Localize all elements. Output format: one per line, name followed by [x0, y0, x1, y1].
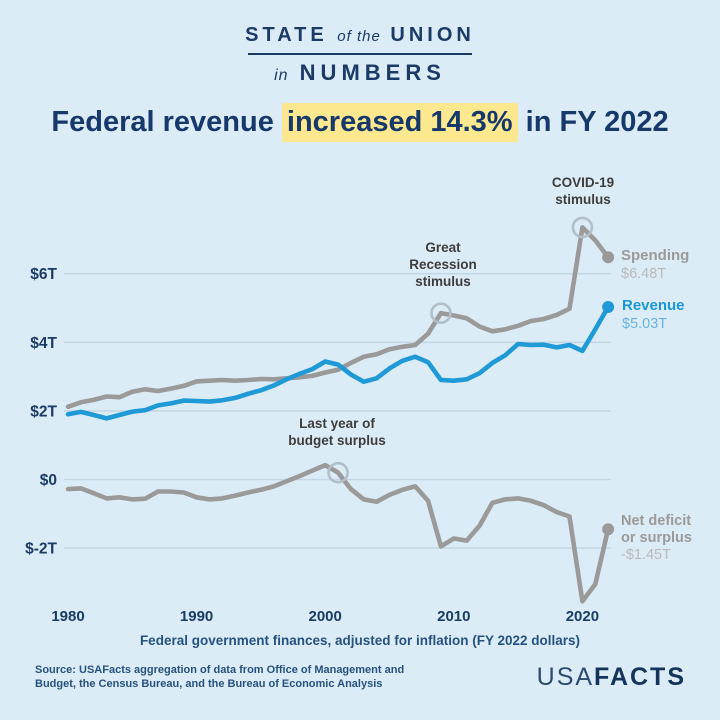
logo-facts: FACTS [594, 663, 686, 691]
headline-prefix: Federal revenue [51, 106, 282, 138]
annotation-covid-line1: COVID-19 [551, 175, 615, 190]
annotation-budget-surplus: Last year of budget surplus [257, 415, 417, 449]
y-tick-label: $6T [30, 266, 57, 283]
masthead-ofthe: of the [337, 28, 381, 45]
spending-label-name: Spending [621, 247, 690, 264]
masthead: STATE of the UNION in NUMBERS [0, 24, 720, 86]
deficit-label-line2: or surplus [621, 530, 692, 546]
deficit-label-line1: Net deficit [621, 513, 692, 529]
y-tick-label: $4T [30, 335, 57, 352]
x-tick-label-1980: 1980 [51, 608, 84, 625]
deficit-end-label: Net deficit or surplus -$1.45T [621, 513, 692, 564]
masthead-state: STATE [245, 24, 328, 46]
annotation-great-recession: Great Recession stimulus [383, 239, 503, 290]
annotation-covid-stimulus: COVID-19 stimulus [523, 174, 643, 208]
annotation-gr-line3: stimulus [415, 274, 471, 289]
masthead-numbers: NUMBERS [299, 60, 446, 85]
chart-caption: Federal government finances, adjusted fo… [139, 633, 581, 648]
marker-ring [430, 302, 452, 324]
annotation-surplus-line1: Last year of [299, 416, 375, 431]
logo-usa: USA [536, 663, 595, 691]
x-tick-label-2000: 2000 [309, 608, 342, 625]
revenue-label-name: Revenue [622, 297, 685, 314]
spending-end-label: Spending $6.48T [621, 246, 689, 284]
y-tick-label: $2T [30, 403, 57, 420]
masthead-in: in [274, 67, 289, 84]
marker-ring [571, 216, 594, 239]
series-line-revenue [65, 304, 611, 421]
source-note: Source: USAFacts aggregation of data fro… [35, 663, 404, 691]
x-tick-label-1990: 1990 [180, 608, 213, 625]
usafacts-logo: USAFACTS [537, 663, 686, 692]
masthead-line2: in NUMBERS [0, 60, 720, 86]
end-dot-revenue [602, 300, 615, 313]
masthead-line1: STATE of the UNION [0, 24, 720, 47]
revenue-end-label: Revenue $5.03T [622, 296, 685, 334]
headline-highlight: increased 14.3% [281, 103, 518, 142]
end-dot-net-deficit-or-surplus [602, 523, 615, 536]
x-tick-label-2010: 2010 [437, 608, 470, 625]
page-title: Federal revenue increased 14.3% in FY 20… [0, 103, 720, 142]
y-tick-label: $-2T [25, 541, 57, 558]
source-line2: Budget, the Census Bureau, and the Burea… [35, 678, 383, 690]
annotation-gr-line2: Recession [409, 257, 477, 272]
masthead-union: UNION [390, 24, 475, 46]
headline-suffix: in FY 2022 [517, 106, 669, 138]
annotation-gr-line1: Great [425, 240, 461, 255]
end-dot-spending [602, 251, 615, 264]
series-line-spending [65, 225, 611, 410]
source-line1: Source: USAFacts aggregation of data fro… [35, 664, 405, 676]
x-tick-label-2020: 2020 [566, 608, 599, 625]
revenue-label-value: $5.03T [622, 316, 668, 332]
deficit-label-value: -$1.45T [621, 547, 671, 563]
series-line-net-deficit-or-surplus [65, 462, 611, 604]
annotation-surplus-line2: budget surplus [288, 433, 386, 448]
spending-label-value: $6.48T [621, 266, 667, 282]
y-tick-label: $0 [40, 472, 57, 489]
masthead-divider [248, 53, 472, 55]
marker-ring [327, 461, 349, 484]
annotation-covid-line2: stimulus [555, 192, 611, 207]
